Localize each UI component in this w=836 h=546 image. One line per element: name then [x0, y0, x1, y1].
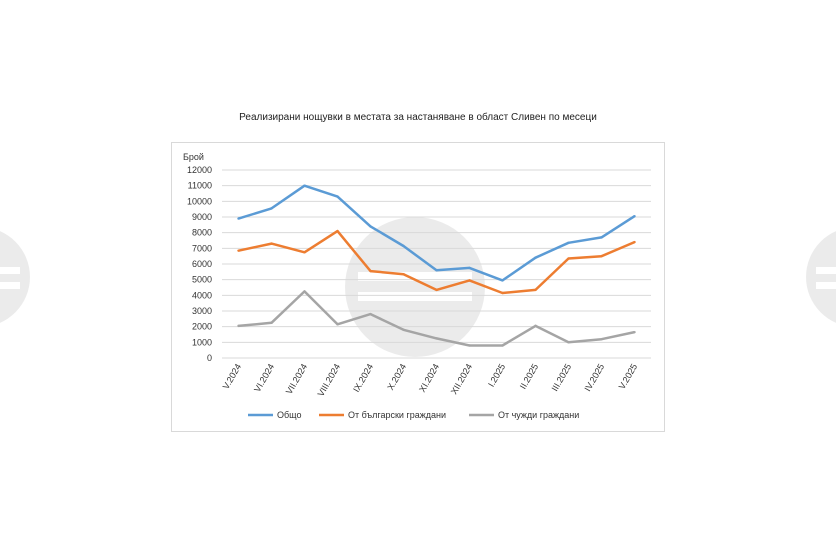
data-point: [633, 240, 636, 244]
series-line-2: [238, 229, 635, 295]
data-point: [270, 321, 273, 324]
data-point: [402, 244, 405, 248]
data-point: [501, 344, 504, 347]
data-point: [369, 312, 372, 316]
legend: Общо От български граждани От чужди гражда…: [248, 410, 579, 420]
data-point: [435, 269, 438, 272]
data-point: [600, 254, 603, 258]
data-point: [336, 323, 339, 326]
y-tick-label: 0: [207, 353, 212, 363]
x-tick-label: V.2024: [221, 362, 244, 391]
data-point: [402, 328, 405, 331]
x-tick-label: II.2025: [518, 362, 540, 391]
data-point: [600, 236, 603, 239]
watermark-logo-left: [0, 231, 30, 323]
watermark-logo-center: [345, 217, 485, 357]
y-tick-label: 1000: [192, 337, 212, 347]
data-point: [237, 324, 240, 328]
y-tick-label: 3000: [192, 306, 212, 316]
x-tick-label: VIII.2024: [316, 362, 343, 398]
data-point: [534, 256, 537, 259]
y-tick-label: 5000: [192, 275, 212, 285]
data-point: [468, 279, 471, 282]
data-point: [468, 344, 471, 347]
data-point: [633, 215, 636, 218]
data-point: [534, 288, 537, 292]
y-tick-label: 11000: [188, 181, 212, 191]
y-tick-label: 2000: [192, 322, 212, 332]
data-point: [567, 241, 570, 245]
data-point: [501, 291, 504, 295]
data-point: [435, 288, 438, 292]
data-point: [567, 257, 570, 260]
y-tick-label: 7000: [192, 243, 212, 253]
data-point: [534, 324, 537, 328]
x-axis-ticks: V.2024 VI.2024 VII.2024 VIII.2024 IX.2024 X.2…: [221, 362, 640, 398]
watermark-logo-right: [806, 231, 836, 323]
series-lines: [237, 184, 636, 347]
x-tick-label: V.2025: [617, 362, 640, 391]
data-point: [567, 341, 570, 344]
legend-label: Общо: [277, 410, 301, 420]
data-point: [303, 184, 306, 187]
data-point: [369, 225, 372, 228]
data-point: [237, 217, 240, 220]
data-point: [270, 207, 273, 210]
y-axis-label: Брой: [183, 152, 204, 162]
chart-frame: [171, 142, 665, 432]
legend-label: От чужди граждани: [498, 410, 579, 420]
y-tick-label: 6000: [192, 259, 212, 269]
y-tick-label: 4000: [192, 290, 212, 300]
data-point: [336, 229, 339, 233]
data-point: [336, 195, 339, 198]
chart-title: Реализирани нощувки в местата за настаня…: [239, 112, 597, 123]
y-tick-label: 8000: [192, 228, 212, 238]
x-tick-label: VI.2024: [252, 362, 276, 394]
data-point: [633, 330, 636, 334]
x-tick-label: XII.2024: [449, 362, 474, 396]
x-tick-label: IX.2024: [351, 362, 375, 394]
x-tick-label: XI.2024: [417, 362, 441, 394]
data-point: [369, 269, 372, 273]
data-point: [303, 290, 306, 293]
y-tick-label: 12000: [187, 165, 212, 175]
data-point: [468, 266, 471, 270]
y-axis-ticks: 0 1000 2000 3000 4000 5000 6000 7000 8000 9000 100…: [187, 165, 212, 363]
data-point: [600, 338, 603, 341]
data-point: [237, 249, 240, 252]
gridlines: [222, 169, 651, 359]
data-point: [501, 279, 504, 282]
legend-label: От български граждани: [348, 410, 446, 420]
x-tick-label: X.2024: [385, 362, 408, 392]
y-tick-label: 10000: [187, 196, 212, 206]
data-point: [303, 251, 306, 254]
data-point: [270, 242, 273, 245]
x-tick-label: III.2025: [550, 362, 574, 393]
x-tick-label: I.2025: [486, 362, 507, 389]
data-point: [402, 272, 405, 276]
x-tick-label: VII.2024: [284, 362, 309, 396]
data-point: [435, 337, 438, 340]
x-tick-label: IV.2025: [582, 362, 606, 393]
y-tick-label: 9000: [192, 212, 212, 222]
